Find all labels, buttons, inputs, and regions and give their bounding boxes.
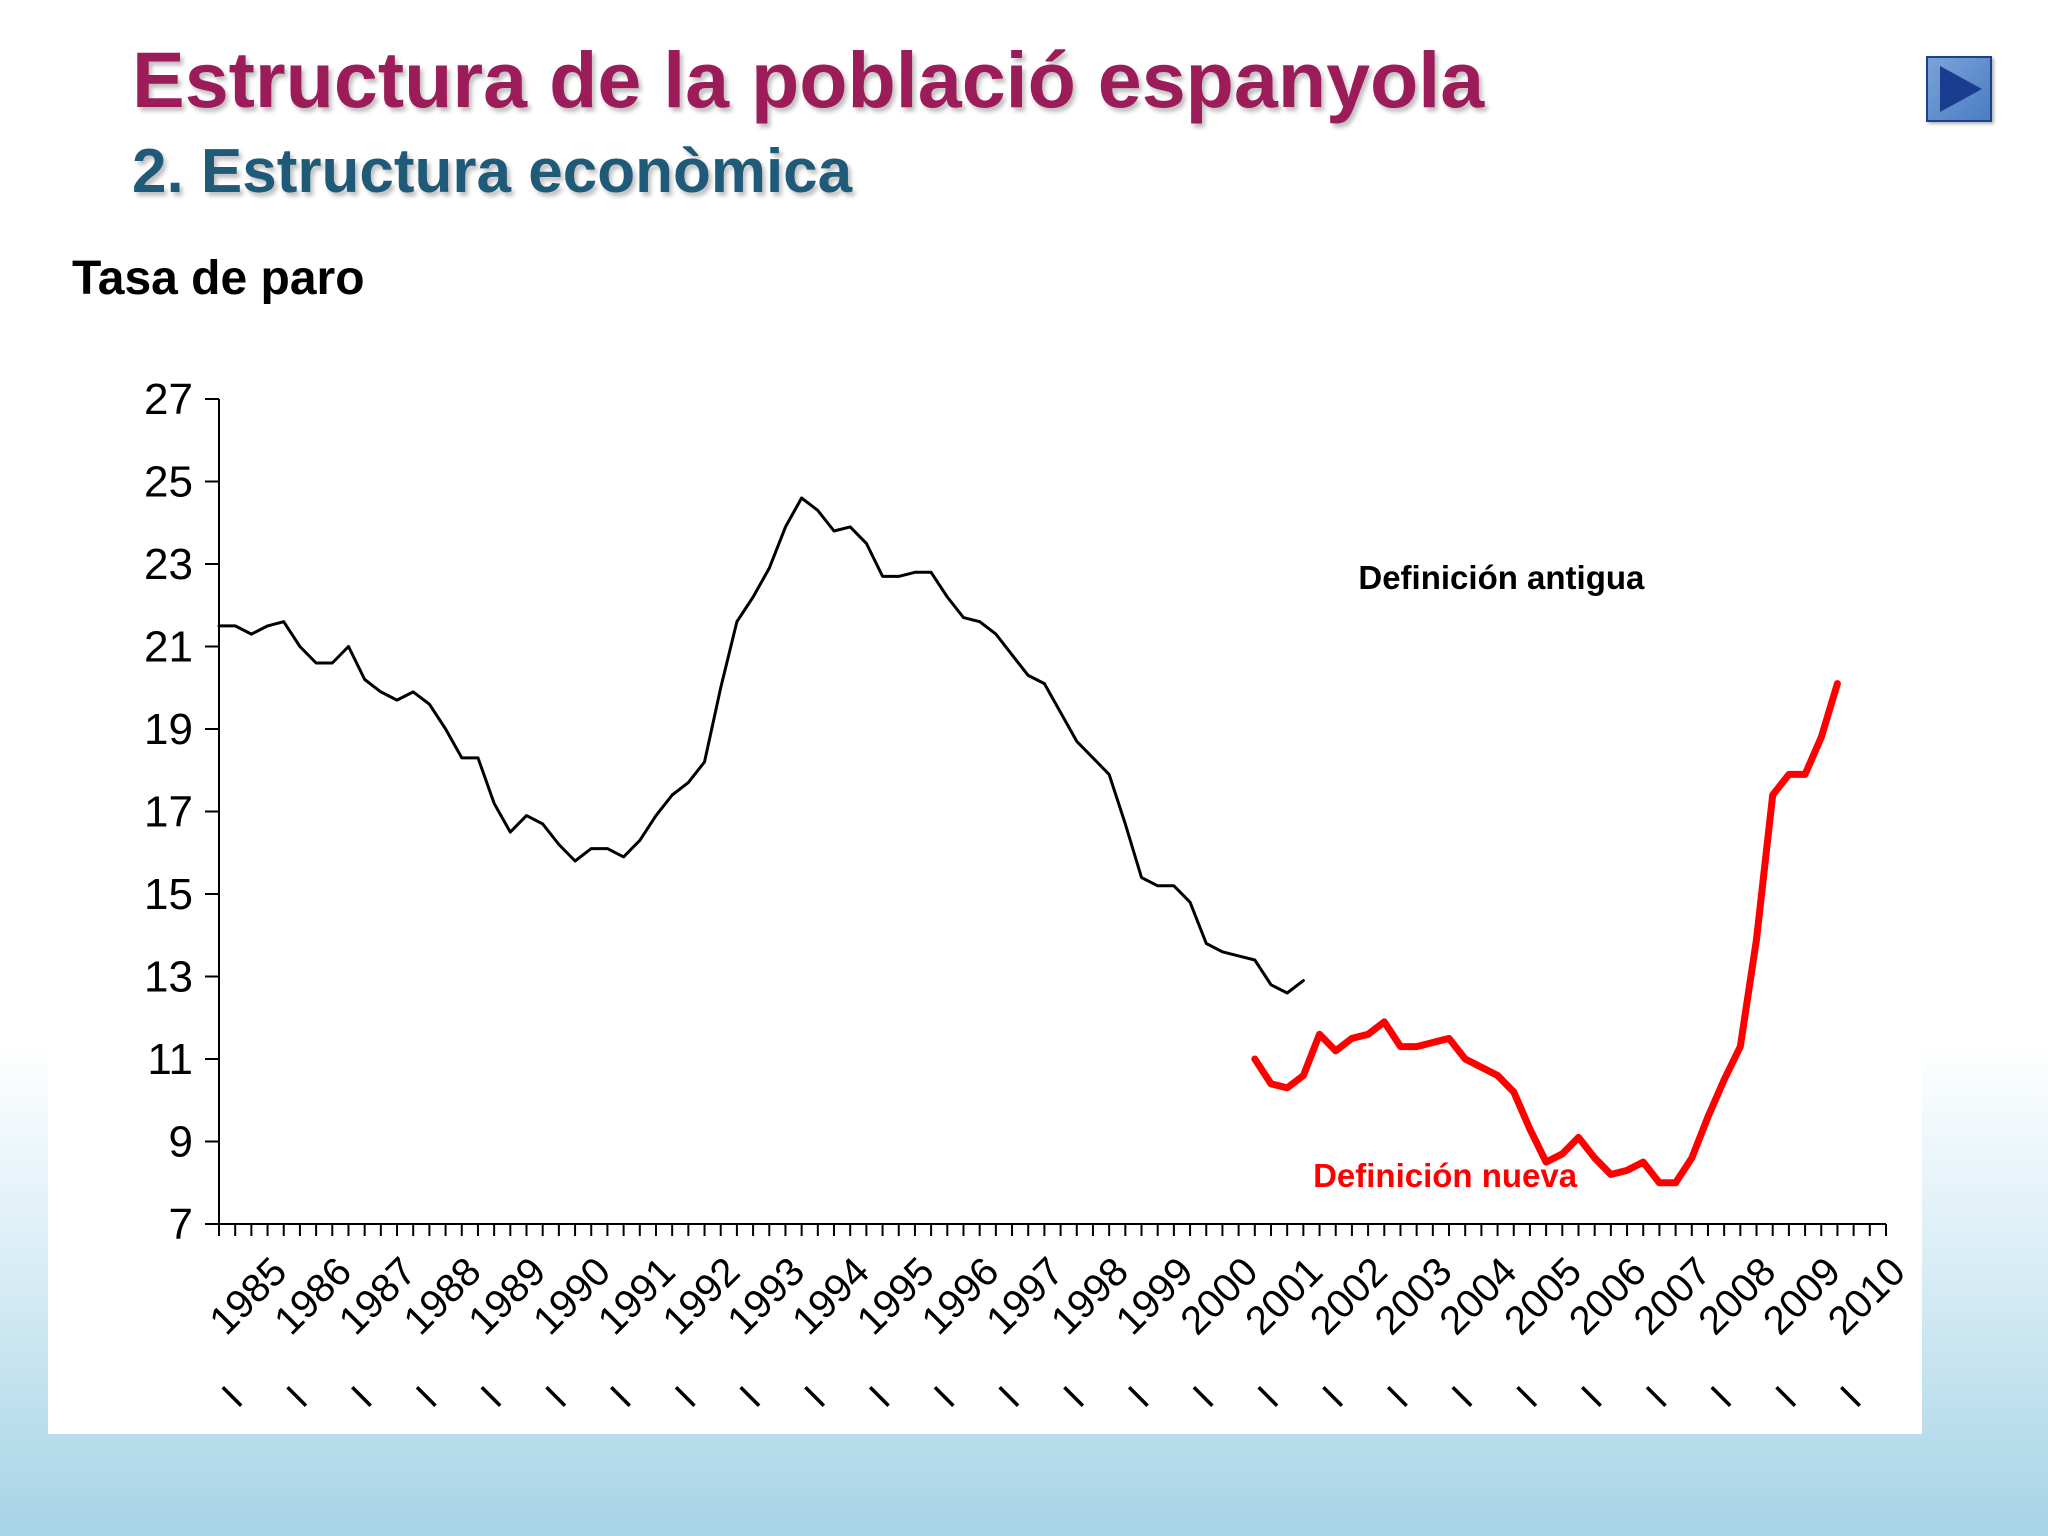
- x-quarter-marker: I: [603, 1379, 640, 1416]
- y-tick-label: 11: [147, 1035, 193, 1084]
- next-slide-button[interactable]: [1926, 56, 1992, 122]
- x-quarter-marker: I: [538, 1379, 575, 1416]
- y-tick-label: 7: [169, 1200, 193, 1249]
- x-quarter-marker: I: [1250, 1379, 1287, 1416]
- x-quarter-marker: I: [279, 1379, 316, 1416]
- x-quarter-marker: I: [1056, 1379, 1093, 1416]
- x-quarter-marker: I: [1444, 1379, 1481, 1416]
- series-line-old: [217, 496, 1305, 995]
- unemployment-chart: Tasa de paro 791113151719212325271985I19…: [72, 252, 1914, 1416]
- chart-panel: Tasa de paro 7 9 11 13 15 17 19 21 23 25 27 1985 I 19…: [48, 228, 1922, 1434]
- series-label-old: Definición antigua: [1358, 559, 1645, 596]
- x-quarter-marker: I: [732, 1379, 769, 1416]
- x-quarter-marker: I: [1315, 1379, 1352, 1416]
- y-tick-label: 21: [144, 623, 193, 672]
- series-line-new: [1251, 680, 1841, 1187]
- x-quarter-marker: I: [1121, 1379, 1158, 1416]
- y-tick-label: 17: [144, 788, 193, 837]
- x-quarter-marker: I: [926, 1379, 963, 1416]
- slide-title: Estructura de la població espanyola: [132, 35, 1485, 124]
- y-tick-label: 19: [144, 705, 193, 754]
- series-label-new: Definición nueva: [1313, 1157, 1578, 1194]
- y-tick-label: 23: [144, 540, 193, 589]
- x-quarter-marker: I: [408, 1379, 445, 1416]
- y-tick-label: 27: [144, 375, 193, 424]
- slide-subtitle: 2. Estructura econòmica: [132, 137, 853, 206]
- x-quarter-marker: I: [344, 1379, 381, 1416]
- chart-plot-area: Definición antigua Definición nueva: [217, 496, 1841, 1194]
- x-quarter-marker: I: [1768, 1379, 1805, 1416]
- x-quarter-marker: I: [214, 1379, 251, 1416]
- x-quarter-marker: I: [473, 1379, 510, 1416]
- x-quarter-marker: I: [1833, 1379, 1870, 1416]
- x-quarter-marker: I: [1638, 1379, 1675, 1416]
- play-forward-icon: [1940, 66, 1982, 112]
- x-quarter-marker: I: [797, 1379, 834, 1416]
- x-quarter-marker: I: [991, 1379, 1028, 1416]
- x-quarter-marker: I: [862, 1379, 899, 1416]
- x-tick-label: 2010: [1820, 1249, 1914, 1343]
- x-quarter-marker: I: [1509, 1379, 1546, 1416]
- x-quarter-marker: I: [1703, 1379, 1740, 1416]
- chart-axes: 791113151719212325271985I1986I1987I1988I…: [144, 375, 1914, 1416]
- y-tick-label: 25: [144, 458, 193, 507]
- x-quarter-marker: I: [1379, 1379, 1416, 1416]
- y-tick-label: 15: [144, 870, 193, 919]
- x-quarter-marker: I: [667, 1379, 704, 1416]
- y-tick-label: 9: [169, 1118, 193, 1167]
- chart-title: Tasa de paro: [72, 252, 365, 305]
- y-tick-label: 13: [144, 953, 193, 1002]
- x-quarter-marker: I: [1185, 1379, 1222, 1416]
- x-quarter-marker: I: [1574, 1379, 1611, 1416]
